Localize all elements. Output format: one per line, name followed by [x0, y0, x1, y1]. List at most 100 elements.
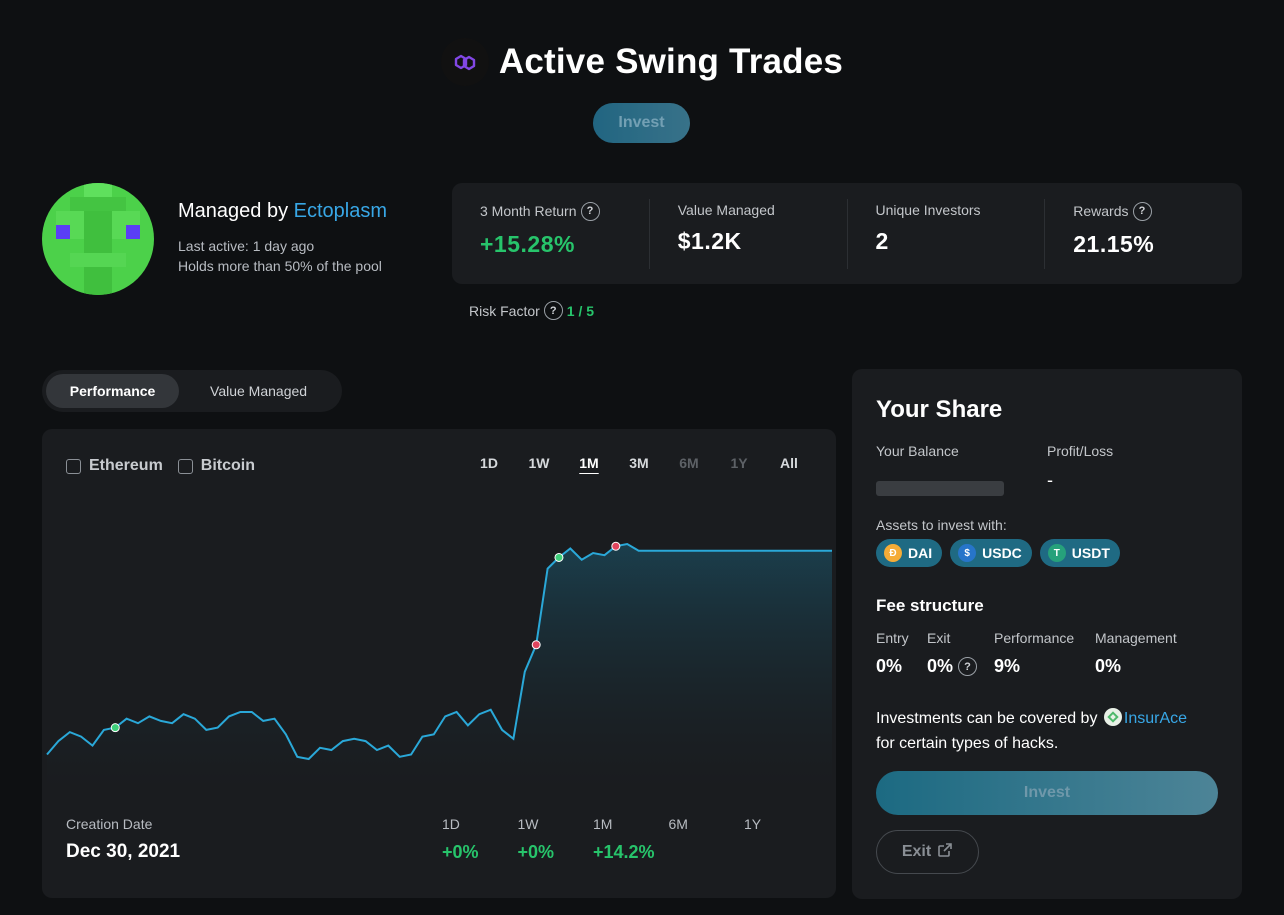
checkbox-ethereum[interactable]: Ethereum — [66, 457, 163, 475]
manager-info: Managed by Ectoplasm Last active: 1 day … — [178, 200, 387, 276]
risk-value: 1 / 5 — [566, 302, 595, 319]
period-value: +0% — [517, 842, 555, 862]
stat-label: Rewards — [1073, 203, 1129, 219]
checkbox-bitcoin[interactable]: Bitcoin — [177, 457, 256, 475]
range-1d[interactable]: 1D — [480, 455, 498, 471]
period-1m: 1M +14.2% — [593, 816, 669, 863]
chart-area — [47, 544, 832, 789]
stat-value: 2 — [875, 227, 889, 254]
fee-value: 0% — [927, 656, 954, 676]
checkbox-box[interactable] — [66, 458, 81, 474]
stat-value: +15.28% — [480, 230, 575, 257]
asset-symbol: USDT — [1071, 545, 1110, 561]
help-icon[interactable]: ? — [543, 301, 563, 320]
chart-line — [46, 542, 832, 761]
asset-chip-usdc[interactable]: $ USDC — [950, 539, 1032, 567]
insurace-link[interactable]: InsurAce — [1123, 710, 1188, 727]
creation-date: Creation Date Dec 30, 2021 — [66, 816, 180, 863]
stat-value-managed: Value Managed $1.2K — [650, 198, 848, 269]
invest-button[interactable]: Invest — [876, 771, 1218, 815]
assets-label: Assets to invest with: — [876, 517, 1007, 533]
cover-prefix: Investments can be covered by — [876, 710, 1098, 727]
creation-value: Dec 30, 2021 — [66, 841, 181, 862]
range-1m[interactable]: 1M — [579, 455, 599, 471]
holds-text: Holds more than 50% of the pool — [178, 258, 382, 274]
risk-factor: Risk Factor ? 1 / 5 — [469, 301, 594, 320]
fee-value: 0% — [876, 656, 903, 676]
balance-placeholder — [876, 481, 1004, 496]
tab-performance[interactable]: Performance — [46, 374, 180, 408]
checkbox-label: Bitcoin — [200, 457, 256, 474]
fee-list: Entry 0% Exit 0%? Performance 9% Management… — [876, 630, 1195, 677]
managed-by-label: Managed by — [178, 200, 289, 222]
coverage-note: Investments can be covered by InsurAce f… — [876, 706, 1187, 756]
avatar[interactable] — [42, 183, 154, 295]
period-6m: 6M — [669, 816, 745, 863]
fee-value: 9% — [994, 656, 1021, 676]
help-icon[interactable]: ? — [1132, 201, 1152, 221]
profit-loss-value: - — [1047, 470, 1053, 490]
fee-value: 0% — [1095, 656, 1122, 676]
invest-button-top[interactable]: Invest — [593, 103, 690, 143]
period-1y: 1Y — [744, 816, 820, 863]
range-3m[interactable]: 3M — [629, 455, 649, 471]
exit-button[interactable]: Exit — [876, 830, 979, 874]
period-value: +14.2% — [593, 842, 655, 862]
stat-unique-investors: Unique Investors 2 — [848, 198, 1046, 269]
fee-performance: Performance 9% — [994, 630, 1095, 677]
chart-panel: Ethereum Bitcoin 1D 1W 1M 3M 6M 1Y All C… — [42, 429, 836, 898]
tab-value-managed[interactable]: Value Managed — [210, 383, 308, 399]
performance-chart — [46, 541, 832, 789]
period-value: +0% — [442, 842, 479, 862]
fee-entry: Entry 0% — [876, 630, 927, 677]
stat-3-month-return: 3 Month Return? +15.28% — [452, 198, 650, 269]
range-all[interactable]: All — [780, 455, 798, 471]
stat-rewards: Rewards? 21.15% — [1045, 199, 1242, 269]
trade-marker-buy[interactable] — [110, 723, 120, 733]
period-label: 1Y — [744, 816, 762, 832]
risk-label: Risk Factor — [469, 302, 540, 319]
profit-loss-label: Profit/Loss — [1047, 443, 1114, 459]
checkbox-label: Ethereum — [89, 457, 163, 474]
stat-label: Value Managed — [677, 201, 775, 218]
period-returns: 1D +0% 1W +0% 1M +14.2% 6M 1Y — [442, 816, 820, 863]
period-label: 6M — [668, 816, 688, 832]
checkbox-box[interactable] — [177, 458, 193, 474]
exit-label: Exit — [901, 843, 932, 860]
usdt-icon: T — [1047, 544, 1066, 562]
range-selector: 1D 1W 1M 3M 6M 1Y All — [464, 455, 814, 475]
range-1w[interactable]: 1W — [528, 455, 550, 471]
trade-marker-buy[interactable] — [554, 552, 564, 562]
share-title: Your Share — [876, 396, 1003, 423]
asset-list: Ð DAI $ USDC T USDT — [876, 539, 1120, 567]
external-link-icon — [937, 842, 953, 863]
chart-tabs: Performance Value Managed — [42, 370, 342, 412]
help-icon[interactable]: ? — [958, 657, 978, 676]
page-title: Active Swing Trades — [498, 42, 844, 81]
stat-label: 3 Month Return — [480, 203, 577, 219]
help-icon[interactable]: ? — [580, 201, 600, 221]
polygon-logo-icon — [440, 38, 489, 86]
your-share-panel: Your Share Your Balance Profit/Loss - As… — [852, 369, 1242, 899]
usdc-icon: $ — [958, 544, 977, 562]
last-active-text: Last active: 1 day ago — [178, 238, 315, 254]
stats-panel: 3 Month Return? +15.28% Value Managed $1… — [452, 183, 1242, 284]
fee-management: Management 0% — [1095, 630, 1195, 677]
trade-marker-sell[interactable] — [611, 541, 621, 551]
period-label: 1M — [593, 816, 613, 832]
asset-symbol: USDC — [982, 545, 1022, 561]
asset-chip-usdt[interactable]: T USDT — [1039, 539, 1120, 567]
period-label: 1W — [517, 816, 539, 832]
fee-label: Entry — [876, 630, 909, 646]
range-1y: 1Y — [730, 455, 748, 471]
fee-structure-title: Fee structure — [876, 596, 984, 615]
period-1d: 1D +0% — [442, 816, 518, 863]
dai-icon: Ð — [884, 544, 902, 562]
asset-chip-dai[interactable]: Ð DAI — [876, 539, 943, 567]
trade-marker-sell[interactable] — [531, 640, 541, 650]
fee-exit: Exit 0%? — [927, 630, 994, 677]
period-1w: 1W +0% — [518, 816, 594, 863]
manager-name-link[interactable]: Ectoplasm — [293, 200, 388, 222]
balance-label: Your Balance — [876, 443, 959, 459]
period-label: 1D — [442, 816, 460, 832]
